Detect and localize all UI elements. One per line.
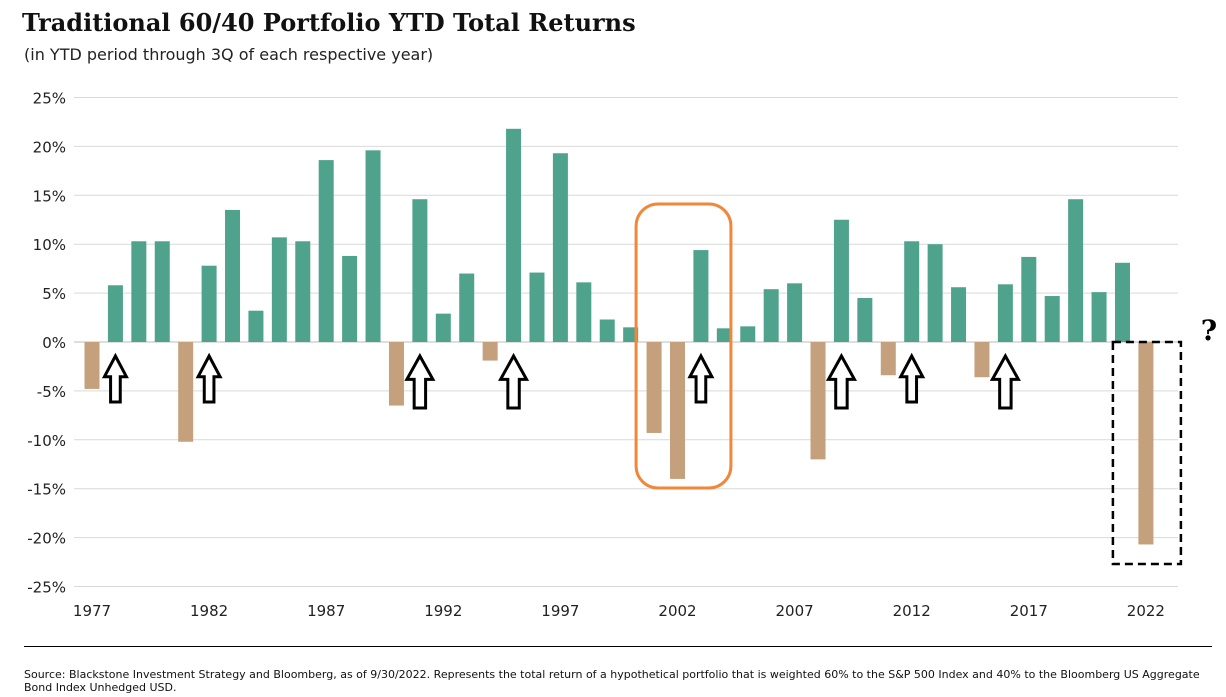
- bar: [248, 310, 264, 342]
- x-tick-label: 2002: [658, 602, 696, 620]
- up-arrow-icon: [825, 352, 857, 410]
- bar: [482, 342, 498, 361]
- bar: [529, 272, 545, 342]
- bar: [1044, 296, 1060, 342]
- x-tick-label: 1982: [190, 602, 228, 620]
- chart-title: Traditional 60/40 Portfolio YTD Total Re…: [22, 8, 636, 37]
- bar: [646, 342, 662, 433]
- bar: [623, 327, 639, 342]
- x-tick-label: 1977: [73, 602, 111, 620]
- bar: [857, 297, 873, 342]
- bar: [1138, 342, 1154, 545]
- bar: [576, 282, 592, 342]
- bar: [880, 342, 896, 376]
- y-tick-label: 5%: [42, 285, 66, 303]
- bar: [927, 244, 943, 342]
- up-arrow-icon: [404, 352, 436, 410]
- bar: [201, 265, 217, 342]
- x-tick-label: 1992: [424, 602, 462, 620]
- bar: [670, 342, 685, 479]
- bar: [904, 241, 920, 342]
- bar: [974, 342, 990, 378]
- y-tick-label: -20%: [27, 530, 66, 548]
- bar: [435, 313, 451, 342]
- bar: [295, 241, 311, 342]
- y-tick-label: -5%: [37, 383, 66, 401]
- bar: [365, 150, 381, 342]
- y-tick-label: 0%: [42, 334, 66, 352]
- bar: [1021, 256, 1037, 342]
- y-tick-label: -10%: [27, 432, 66, 450]
- dashed-box: [1111, 340, 1183, 566]
- x-tick-label: 2007: [776, 602, 814, 620]
- up-arrow-icon: [687, 352, 715, 404]
- source-note: Source: Blackstone Investment Strategy a…: [24, 668, 1200, 694]
- up-arrow-icon: [101, 352, 129, 404]
- bar: [716, 328, 732, 342]
- x-tick-label: 2022: [1127, 602, 1165, 620]
- question-mark: ?: [1201, 314, 1217, 347]
- bar: [599, 319, 615, 342]
- bar: [412, 199, 428, 342]
- bar: [1114, 262, 1130, 342]
- y-tick-label: 10%: [33, 236, 66, 254]
- up-arrow-icon: [898, 352, 926, 404]
- bar: [810, 342, 826, 460]
- bar: [131, 241, 147, 342]
- bar: [693, 250, 709, 342]
- bar: [763, 289, 779, 342]
- y-tick-label: -15%: [27, 481, 66, 499]
- y-tick-label: 25%: [33, 90, 66, 108]
- x-tick-label: 2012: [893, 602, 931, 620]
- bar: [271, 237, 287, 342]
- bar: [833, 219, 849, 342]
- highlight-box: [634, 202, 733, 490]
- y-tick-label: -25%: [27, 579, 66, 597]
- bar: [1068, 199, 1084, 342]
- bar: [459, 273, 475, 342]
- bar: [997, 284, 1013, 342]
- bar: [787, 283, 803, 342]
- x-tick-label: 1997: [541, 602, 579, 620]
- chart-subtitle: (in YTD period through 3Q of each respec…: [24, 45, 434, 64]
- bar: [388, 342, 404, 406]
- bar: [951, 287, 967, 342]
- bar: [84, 342, 100, 389]
- bar: [552, 153, 568, 342]
- bar: [107, 285, 123, 342]
- bar: [1091, 292, 1107, 342]
- up-arrow-icon: [498, 352, 530, 410]
- bar: [342, 255, 358, 342]
- bar: [225, 209, 241, 342]
- up-arrow-icon: [195, 352, 223, 404]
- x-tick-label: 1987: [307, 602, 345, 620]
- up-arrow-icon: [989, 352, 1021, 410]
- footer-divider: [24, 646, 1212, 647]
- y-tick-label: 20%: [33, 138, 66, 156]
- bar: [178, 342, 194, 442]
- y-tick-label: 15%: [33, 187, 66, 205]
- bar: [318, 160, 334, 342]
- bar: [740, 326, 756, 342]
- bar: [506, 128, 522, 342]
- x-tick-label: 2017: [1010, 602, 1048, 620]
- bar: [154, 241, 170, 342]
